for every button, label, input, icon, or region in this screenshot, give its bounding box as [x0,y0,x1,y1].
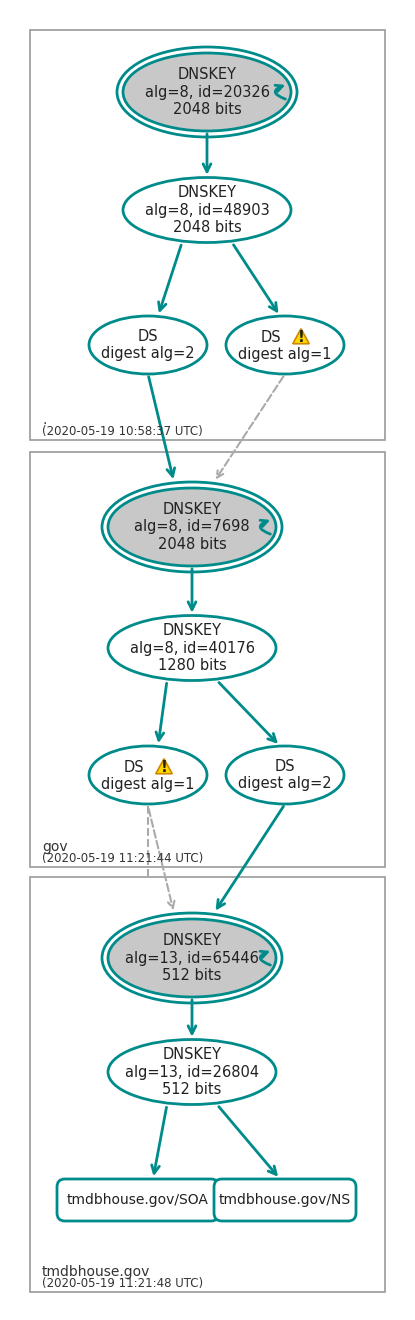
FancyBboxPatch shape [30,876,385,1292]
Text: (2020-05-19 10:58:37 UTC): (2020-05-19 10:58:37 UTC) [42,425,203,438]
FancyBboxPatch shape [214,1179,356,1221]
Ellipse shape [89,746,207,804]
Ellipse shape [108,488,276,566]
Ellipse shape [108,615,276,681]
Text: tmdbhouse.gov: tmdbhouse.gov [42,1265,150,1279]
Text: gov: gov [42,840,68,854]
Text: !: ! [298,330,305,346]
Polygon shape [156,759,172,774]
Text: DS
digest alg=2: DS digest alg=2 [101,329,195,362]
Text: (2020-05-19 11:21:44 UTC): (2020-05-19 11:21:44 UTC) [42,851,203,865]
Text: DNSKEY
alg=8, id=20326
2048 bits: DNSKEY alg=8, id=20326 2048 bits [144,67,269,117]
Text: digest alg=1: digest alg=1 [101,777,195,792]
Ellipse shape [108,919,276,997]
FancyBboxPatch shape [57,1179,219,1221]
Ellipse shape [226,746,344,804]
Text: (2020-05-19 11:21:48 UTC): (2020-05-19 11:21:48 UTC) [42,1276,203,1290]
Text: tmdbhouse.gov/NS: tmdbhouse.gov/NS [219,1193,351,1206]
Text: DS: DS [261,330,281,345]
Text: DS: DS [124,759,144,775]
FancyBboxPatch shape [30,30,385,440]
Text: DNSKEY
alg=13, id=65446
512 bits: DNSKEY alg=13, id=65446 512 bits [125,933,259,983]
Text: DNSKEY
alg=13, id=26804
512 bits: DNSKEY alg=13, id=26804 512 bits [125,1047,259,1097]
Text: DNSKEY
alg=8, id=7698
2048 bits: DNSKEY alg=8, id=7698 2048 bits [134,502,250,552]
Text: tmdbhouse.gov/SOA: tmdbhouse.gov/SOA [67,1193,209,1206]
Text: .: . [42,413,46,426]
Ellipse shape [123,53,291,131]
Text: DNSKEY
alg=8, id=48903
2048 bits: DNSKEY alg=8, id=48903 2048 bits [144,185,269,235]
Text: DS
digest alg=2: DS digest alg=2 [238,759,332,791]
Text: DNSKEY
alg=8, id=40176
1280 bits: DNSKEY alg=8, id=40176 1280 bits [129,623,254,673]
Polygon shape [293,329,309,343]
Ellipse shape [108,1040,276,1105]
Ellipse shape [89,315,207,374]
Text: digest alg=1: digest alg=1 [238,347,332,363]
FancyBboxPatch shape [30,451,385,867]
Text: !: ! [161,760,167,775]
Ellipse shape [123,177,291,243]
Ellipse shape [226,315,344,374]
